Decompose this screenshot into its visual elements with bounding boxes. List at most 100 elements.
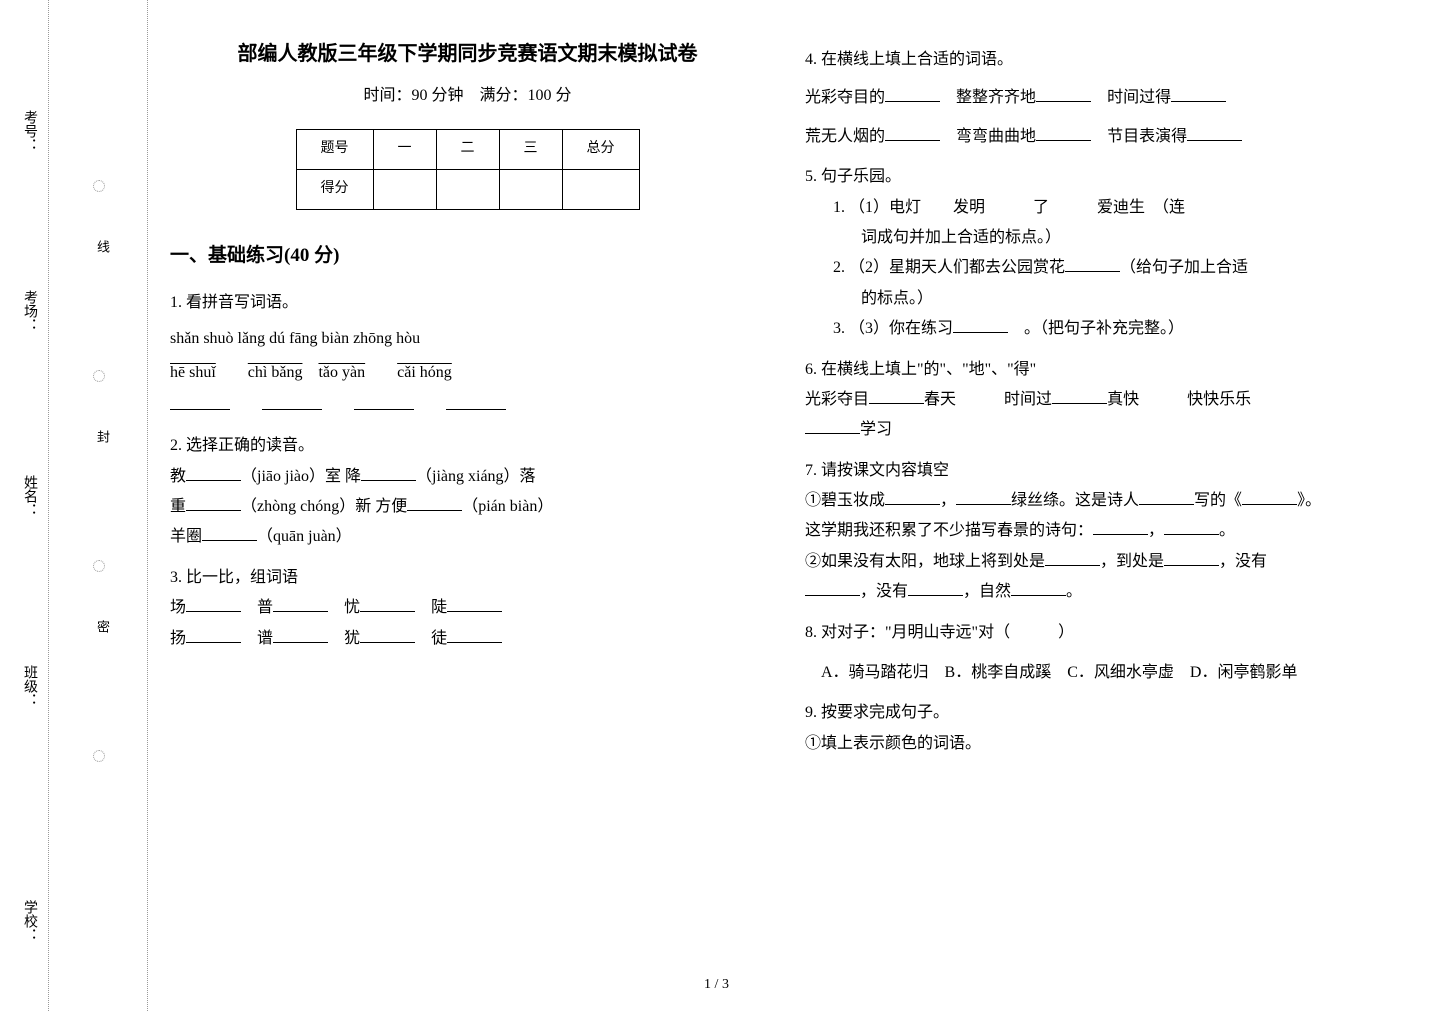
- cell: 得分: [296, 169, 373, 209]
- q2-line2: 重（zhòng chóng）新 方便（pián biàn）: [170, 492, 765, 522]
- t: ，没有: [1219, 553, 1267, 570]
- table-row: 得分: [296, 169, 639, 209]
- binding-circle: [93, 750, 105, 762]
- binding-circle: [93, 560, 105, 572]
- t: （quān juàn）: [257, 528, 352, 545]
- t: 整整齐齐地: [956, 89, 1036, 106]
- binding-circle: [93, 370, 105, 382]
- blank: [447, 596, 502, 612]
- q1-blanks: [170, 391, 765, 421]
- cell: 三: [499, 130, 562, 170]
- q1-l2a: hē shuǐ: [170, 364, 216, 381]
- blank: [360, 627, 415, 643]
- t: 。: [1066, 583, 1082, 600]
- blank: [262, 394, 322, 410]
- t: 场: [170, 599, 186, 616]
- t: 重: [170, 498, 186, 515]
- exam-subtitle: 时间：90 分钟 满分：100 分: [170, 81, 765, 111]
- q5-s3: 3. （3）你在练习 。（把句子补充完整。）: [805, 314, 1400, 344]
- q3-row1: 场 普 忧 陡: [170, 593, 765, 623]
- t: 。（把句子补充完整。）: [1024, 320, 1184, 337]
- q7-title: 7. 请按课文内容填空: [805, 456, 1400, 486]
- blank: [805, 580, 860, 596]
- cell: [373, 169, 436, 209]
- t: （pián biàn）: [462, 498, 553, 515]
- blank: [885, 125, 940, 141]
- t: 写的《: [1194, 492, 1242, 509]
- blank: [885, 489, 940, 505]
- blank: [1011, 580, 1066, 596]
- t: ①碧玉妆成: [805, 492, 885, 509]
- t: ，: [940, 492, 956, 509]
- blank: [273, 627, 328, 643]
- q1-l2d: cǎi hóng: [397, 364, 452, 381]
- t: ，: [1148, 522, 1164, 539]
- blank: [1045, 550, 1100, 566]
- blank: [885, 86, 940, 102]
- question-5: 5. 句子乐园。 1. （1）电灯 发明 了 爱迪生 （连 词成句并加上合适的标…: [805, 162, 1400, 344]
- t: 犹: [344, 630, 360, 647]
- blank: [1139, 489, 1194, 505]
- question-8: 8. 对对子："月明山寺远"对（ ） A．骑马踏花归 B．桃李自成蹊 C．风细水…: [805, 618, 1400, 689]
- t: ，到处是: [1100, 553, 1164, 570]
- blank: [360, 596, 415, 612]
- q8-options: A．骑马踏花归 B．桃李自成蹊 C．风细水亭虚 D．闲亭鹤影单: [805, 658, 1400, 688]
- binding-marker-xian: 线: [93, 240, 112, 253]
- blank: [1052, 388, 1107, 404]
- t: 弯弯曲曲地: [956, 128, 1036, 145]
- q7-line2: 这学期我还积累了不少描写春景的诗句：，。: [805, 516, 1400, 546]
- t: 教: [170, 468, 186, 485]
- t: ，没有: [860, 583, 908, 600]
- q3-title: 3. 比一比，组词语: [170, 563, 765, 593]
- q1-title: 1. 看拼音写词语。: [170, 288, 765, 318]
- t: 扬: [170, 630, 186, 647]
- blank: [361, 465, 416, 481]
- t: ，自然: [963, 583, 1011, 600]
- q7-line1: ①碧玉妆成，绿丝绦。这是诗人写的《》。: [805, 486, 1400, 516]
- blank: [170, 394, 230, 410]
- binding-marker-mi: 密: [93, 620, 112, 633]
- question-7: 7. 请按课文内容填空 ①碧玉妆成，绿丝绦。这是诗人写的《》。 这学期我还积累了…: [805, 456, 1400, 608]
- blank: [407, 495, 462, 511]
- blank: [1164, 550, 1219, 566]
- t: 光彩夺目的: [805, 89, 885, 106]
- t: 时间过: [1004, 391, 1052, 408]
- page-number: 1 / 3: [704, 977, 729, 993]
- content-columns: 部编人教版三年级下学期同步竞赛语文期末模拟试卷 时间：90 分钟 满分：100 …: [170, 35, 1400, 769]
- q9-title: 9. 按要求完成句子。: [805, 698, 1400, 728]
- q5-s2: 2. （2）星期天人们都去公园赏花（给句子加上合适: [805, 253, 1400, 283]
- blank: [1036, 86, 1091, 102]
- q8-title: 8. 对对子："月明山寺远"对（ ）: [805, 618, 1400, 648]
- t: 这学期我还积累了不少描写春景的诗句：: [805, 522, 1093, 539]
- t: 快快乐乐: [1187, 391, 1251, 408]
- q5-s2c: 的标点。）: [805, 284, 1400, 314]
- blank: [805, 418, 860, 434]
- t: 时间过得: [1107, 89, 1171, 106]
- t: 普: [257, 599, 273, 616]
- binding-label-banji: 班级：: [19, 665, 39, 707]
- blank: [1036, 125, 1091, 141]
- t: （jiāo jiào）室 降: [241, 468, 361, 485]
- q9-s1: ①填上表示颜色的词语。: [805, 729, 1400, 759]
- question-1: 1. 看拼音写词语。 shǎn shuò lǎng dú fāng biàn z…: [170, 288, 765, 422]
- blank: [447, 627, 502, 643]
- q2-line1: 教 （jiāo jiào）室 降 （jiàng xiáng）落: [170, 462, 765, 492]
- q2-line3: 羊圈（quān juàn）: [170, 522, 765, 552]
- exam-title: 部编人教版三年级下学期同步竞赛语文期末模拟试卷: [170, 35, 765, 73]
- t: 节目表演得: [1107, 128, 1187, 145]
- binding-label-kaohao: 考号：: [19, 110, 39, 152]
- section-1-header: 一、基础练习(40 分): [170, 238, 765, 274]
- blank: [354, 394, 414, 410]
- blank: [869, 388, 924, 404]
- q4-line1: 光彩夺目的 整整齐齐地 时间过得: [805, 83, 1400, 113]
- q1-pinyin-line1: shǎn shuò lǎng dú fāng biàn zhōng hòu: [170, 324, 765, 354]
- question-3: 3. 比一比，组词语 场 普 忧 陡 扬 谱 犹 徒: [170, 563, 765, 654]
- blank: [908, 580, 963, 596]
- q5-title: 5. 句子乐园。: [805, 162, 1400, 192]
- blank: [1065, 256, 1120, 272]
- table-row: 题号 一 二 三 总分: [296, 130, 639, 170]
- blank: [186, 495, 241, 511]
- t: （jiàng xiáng）落: [416, 468, 536, 485]
- blank: [956, 489, 1011, 505]
- q5-s1a: 1. （1）电灯 发明 了 爱迪生 （连: [805, 193, 1400, 223]
